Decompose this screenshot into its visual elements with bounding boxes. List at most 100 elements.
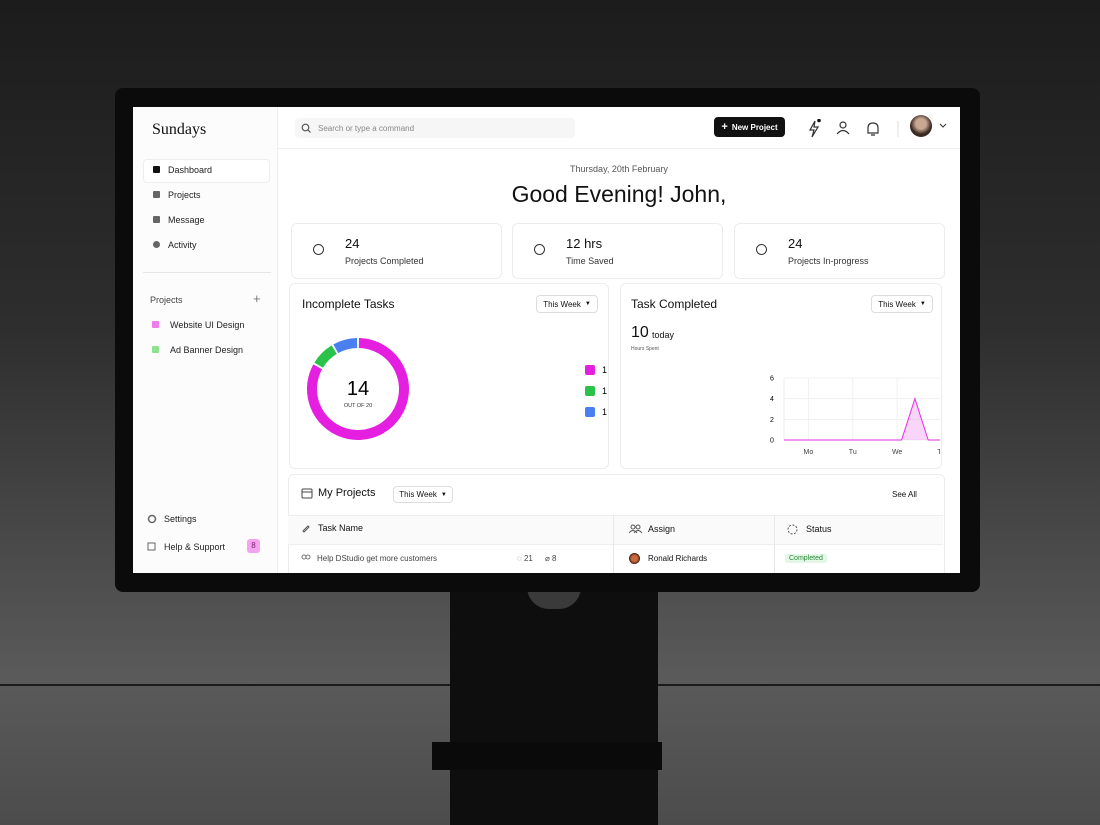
incomplete-tasks-card (289, 283, 609, 469)
nav-icon (153, 166, 160, 173)
new-project-label: New Project (731, 122, 778, 132)
panel-title: Incomplete Tasks (302, 297, 395, 311)
stat-value: 24 (788, 236, 803, 251)
today-label: today (652, 330, 675, 340)
donut-chart: 100In Progress Task10Completed Task10Yet… (307, 338, 607, 440)
comment-count-value: 21 (523, 554, 533, 563)
donut-segment (314, 345, 338, 369)
attachment-count-value: 8 (552, 554, 557, 563)
greeting: Good Evening! John, (511, 181, 727, 207)
topbar-border (278, 148, 960, 149)
help[interactable]: Help & Support (164, 542, 226, 552)
filter-label: This Week (543, 299, 581, 309)
legend-swatch (585, 407, 595, 417)
comment-count: ◌ 21 (517, 554, 533, 563)
new-project-button[interactable]: + New Project (714, 117, 785, 137)
search-box[interactable] (295, 118, 575, 138)
panel-title: Task Completed (631, 297, 718, 311)
stat-label: Time Saved (566, 256, 614, 266)
nav-icon (153, 241, 160, 248)
project-swatch (152, 346, 159, 353)
area-chart: 0246MoTuWeThFrSa (770, 376, 940, 456)
x-tick-label: Th (937, 449, 940, 456)
stand-clamp (432, 742, 662, 770)
projects-heading: Projects (150, 295, 183, 305)
project-item[interactable]: Ad Banner Design (170, 345, 244, 355)
people-icon (301, 554, 311, 560)
x-tick-label: Mo (804, 449, 814, 456)
chart-subtitle: Hours Spent (631, 346, 659, 352)
help-icon (147, 542, 156, 551)
donut-center-value: 14 (347, 378, 369, 400)
legend-value: 10 (602, 407, 607, 417)
x-tick-label: We (892, 449, 902, 456)
nav-icon (153, 191, 160, 198)
donut-center-label: OUT OF 20 (344, 403, 372, 409)
panel-title: My Projects (318, 487, 376, 499)
project-item[interactable]: Website UI Design (170, 320, 245, 330)
area-fill (784, 398, 940, 440)
brand: Sundays (152, 121, 207, 138)
settings[interactable]: Settings (164, 514, 197, 524)
stat-value: 12 hrs (566, 236, 603, 251)
y-tick-label: 6 (770, 376, 774, 383)
column-header: Task Name (318, 523, 364, 533)
today-value: 10 (631, 324, 649, 341)
stat-icon (534, 244, 545, 255)
legend-value: 10 (602, 386, 607, 396)
y-tick-label: 0 (770, 438, 774, 445)
monitor-stand (450, 585, 658, 825)
filter-label: This Week (399, 490, 437, 499)
column-header: Status (806, 524, 832, 534)
sidebar (133, 107, 278, 573)
date: Thursday, 20th February (570, 164, 668, 174)
table-header (288, 515, 943, 545)
pencil-icon (302, 525, 310, 533)
status-icon (787, 524, 798, 535)
nav-item[interactable]: Dashboard (168, 165, 213, 175)
search-placeholder: Search or type a command (318, 124, 415, 133)
filter-button[interactable]: This Week ▼ (536, 295, 598, 313)
stat-label: Projects In-progress (788, 256, 869, 266)
stat-card (734, 223, 945, 279)
calendar-icon (301, 488, 313, 499)
avatar-chevron[interactable] (939, 123, 947, 129)
project-swatch (152, 321, 159, 328)
column-divider (774, 515, 775, 573)
topbar-icons (808, 119, 899, 138)
status-pill: Completed (785, 554, 827, 563)
nav-active-bg (143, 159, 270, 183)
stat-value: 24 (345, 236, 360, 251)
task-name[interactable]: Help DStudio get more customers (317, 554, 438, 563)
help-badge: 8 (247, 539, 260, 553)
area-line (784, 397, 940, 441)
legend-swatch (585, 365, 595, 375)
column-divider (613, 515, 614, 573)
stat-card (512, 223, 723, 279)
x-tick-label: Tu (849, 449, 857, 456)
filter-button[interactable]: This Week ▼ (871, 295, 933, 313)
column-header: Assign (648, 524, 676, 534)
avatar[interactable] (910, 115, 932, 137)
legend-swatch (585, 386, 595, 396)
task-completed-card (620, 283, 942, 469)
stat-label: Projects Completed (345, 256, 424, 266)
y-tick-label: 4 (770, 396, 774, 403)
screen: Sundays Projects + Website UI Design Ad … (133, 107, 960, 573)
filter-button[interactable]: This Week ▼ (393, 486, 453, 503)
nav-item[interactable]: Projects (168, 190, 201, 200)
legend-value: 100 (602, 365, 607, 375)
see-all[interactable]: See All (892, 490, 917, 499)
assignee-avatar (629, 553, 640, 564)
nav-item[interactable]: Message (168, 215, 205, 225)
nav-icon (153, 216, 160, 223)
attachment-count: ⌀ 8 (545, 554, 557, 563)
stat-card (291, 223, 502, 279)
nav-item[interactable]: Activity (168, 240, 197, 250)
stat-icon (313, 244, 324, 255)
settings-icon (147, 514, 157, 524)
add-project[interactable]: + (253, 291, 261, 306)
stat-icon (756, 244, 767, 255)
divider (143, 272, 271, 273)
